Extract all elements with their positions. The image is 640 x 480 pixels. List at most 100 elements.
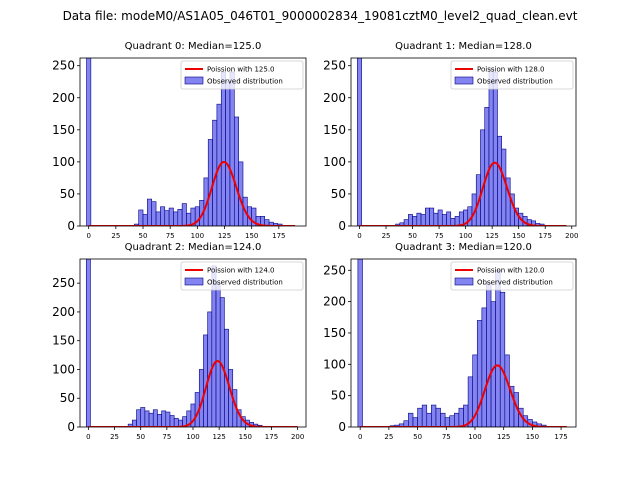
- legend: Poission with 124.0 Observed distribution: [180, 261, 304, 291]
- quadrant-3-title: Quadrant 3: Median=120.0: [395, 242, 532, 253]
- legend-bars-label: Observed distribution: [207, 279, 283, 287]
- histogram-bar-zero: [357, 58, 362, 226]
- x-tick-label: 25: [110, 433, 119, 441]
- histogram-bar: [157, 414, 162, 427]
- histogram-bar: [164, 210, 170, 226]
- histogram-bar: [426, 412, 432, 427]
- histogram-bar: [229, 71, 235, 226]
- histogram-bar: [220, 71, 226, 226]
- quadrant-0-title: Quadrant 0: Median=125.0: [125, 41, 262, 52]
- legend-bars-label: Observed distribution: [477, 78, 553, 86]
- histogram-bar: [450, 218, 456, 226]
- histogram-bar: [444, 417, 451, 427]
- x-tick-label: 0: [86, 232, 90, 240]
- histogram-bar: [132, 419, 137, 427]
- histogram-bar: [480, 129, 486, 226]
- x-tick-label: 25: [384, 433, 393, 441]
- plot-area: [357, 259, 567, 427]
- histogram-bar: [492, 71, 498, 226]
- histogram-bar: [499, 291, 506, 427]
- histogram-bar: [488, 68, 494, 226]
- histogram-bar: [181, 203, 187, 226]
- x-tick-label: 175: [265, 433, 278, 441]
- x-tick-label: 75: [435, 232, 444, 240]
- quadrant-2-title: Quadrant 2: Median=124.0: [125, 242, 262, 253]
- histogram-bar: [207, 139, 213, 226]
- quadrant-3-panel: Quadrant 3: Median=120.0 0 25 50 75 100 125 150…: [323, 242, 577, 441]
- axes-frame: [350, 258, 577, 428]
- histogram-bar: [437, 209, 443, 226]
- figure-title: Data file: modeM0/AS1A05_046T01_90000028…: [62, 9, 578, 23]
- histogram-bar: [225, 81, 231, 226]
- y-tick-label: 50: [60, 187, 75, 201]
- histogram-bar: [433, 212, 439, 226]
- y-tick-label: 150: [52, 334, 75, 348]
- plot-area: [85, 259, 298, 427]
- histogram-bar: [168, 207, 174, 226]
- histogram-bar: [440, 412, 446, 427]
- histogram-bar: [484, 107, 490, 226]
- histogram-bar: [412, 417, 418, 427]
- histogram-bar: [495, 269, 501, 427]
- legend-box: [180, 60, 304, 90]
- y-tick-label: 100: [52, 362, 75, 376]
- histogram-bar: [140, 407, 146, 427]
- x-tick-label: 125: [497, 433, 510, 441]
- y-tick-label: 0: [338, 219, 346, 233]
- legend-fit-label: Poission with 128.0: [477, 66, 545, 74]
- histogram-bar: [173, 418, 179, 427]
- x-tick-label: 0: [357, 232, 361, 240]
- x-tick-label: 0: [358, 433, 362, 441]
- legend-fit-label: Poission with 120.0: [477, 267, 545, 275]
- quadrant-1-panel: Quadrant 1: Median=128.0 0 25 50 75 100 125 150…: [323, 41, 578, 240]
- legend-bars-label: Observed distribution: [207, 78, 283, 86]
- x-tick-label: 75: [166, 232, 175, 240]
- y-tick-label: 100: [323, 155, 346, 169]
- histogram-bar: [152, 409, 158, 427]
- x-tick-label: 100: [191, 232, 204, 240]
- poisson-fit-line: [88, 160, 296, 226]
- y-tick-label: 0: [338, 420, 346, 434]
- quadrant-2-panel: Quadrant 2: Median=124.0 0 25 50 75 100 125 150…: [52, 242, 307, 441]
- y-tick-label: 150: [323, 326, 346, 340]
- histogram-bar: [215, 282, 221, 427]
- histogram-bar: [441, 214, 447, 226]
- plot-area: [86, 58, 296, 226]
- histogram-bar: [173, 211, 179, 226]
- y-tick-label: 100: [52, 155, 75, 169]
- histogram-bar: [148, 412, 154, 427]
- y-tick-label: 200: [323, 91, 346, 105]
- legend-bars-swatch: [454, 277, 474, 286]
- y-tick-label: 250: [323, 263, 346, 277]
- histogram-bar-zero: [86, 58, 92, 226]
- histogram-bar: [408, 214, 413, 226]
- histogram-bar: [161, 410, 167, 427]
- x-tick-label: 150: [512, 232, 525, 240]
- histogram-bar-zero: [357, 259, 363, 427]
- x-tick-label: 50: [136, 433, 145, 441]
- x-tick-label: 25: [111, 232, 120, 240]
- legend: Poission with 128.0 Observed distribution: [450, 60, 574, 90]
- histogram-bar: [504, 354, 510, 427]
- histogram-bar: [420, 214, 426, 226]
- legend: Poission with 120.0 Observed distribution: [450, 261, 574, 291]
- y-tick-label: 0: [67, 420, 75, 434]
- histogram-bar: [501, 148, 507, 226]
- legend-box: [450, 261, 574, 291]
- legend-fit-label: Poission with 124.0: [207, 267, 275, 275]
- y-tick-label: 150: [323, 123, 346, 137]
- y-tick-label: 200: [323, 295, 346, 309]
- x-tick-label: 175: [554, 433, 567, 441]
- x-tick-label: 100: [459, 232, 472, 240]
- x-tick-label: 25: [382, 232, 391, 240]
- poisson-fit-line: [360, 364, 567, 427]
- legend: Poission with 125.0 Observed distribution: [180, 60, 304, 90]
- legend-box: [450, 60, 574, 90]
- y-tick-label: 50: [331, 187, 346, 201]
- legend-bars-label: Observed distribution: [477, 279, 553, 287]
- histogram-bar: [435, 407, 441, 427]
- x-tick-label: 100: [468, 433, 481, 441]
- x-tick-label: 175: [539, 232, 552, 240]
- y-tick-label: 0: [67, 219, 75, 233]
